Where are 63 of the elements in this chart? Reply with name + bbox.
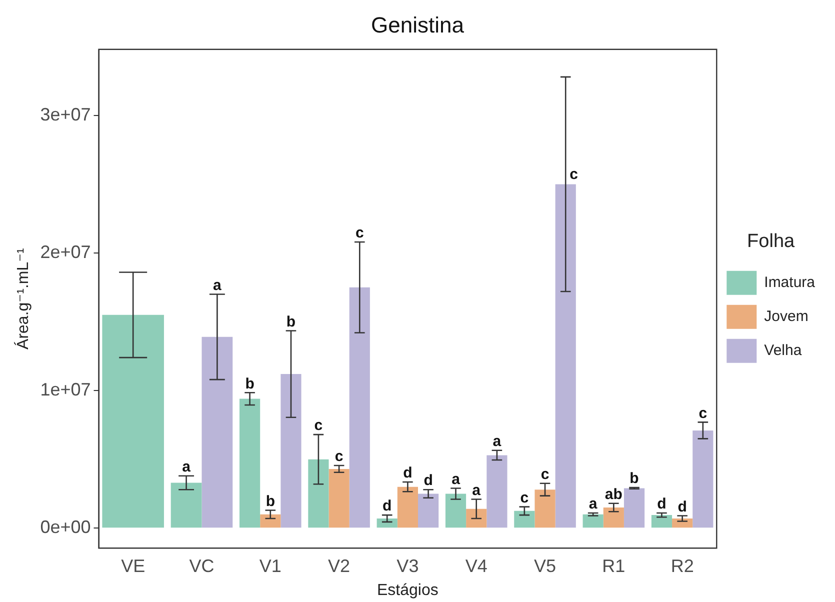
- data-label: c: [698, 404, 708, 422]
- bar: [624, 488, 645, 528]
- bar: [280, 374, 302, 528]
- legend-label: Jovem: [764, 308, 808, 326]
- x-tick-label: VC: [189, 556, 214, 576]
- bar: [418, 494, 439, 528]
- bar: [514, 510, 535, 528]
- data-label: c: [334, 448, 344, 466]
- y-axis-title: Área.g⁻¹.mL⁻¹: [14, 248, 32, 350]
- bar: [376, 518, 398, 528]
- data-label: d: [382, 498, 392, 515]
- x-axis-title: Estágios: [377, 582, 438, 599]
- bar: [555, 184, 576, 528]
- bar: [651, 515, 672, 528]
- bar: [308, 459, 329, 528]
- data-label: d: [403, 464, 412, 482]
- legend-label: Velha: [764, 342, 802, 360]
- data-label: b: [286, 313, 296, 330]
- data-label: a: [492, 433, 502, 450]
- bar: [260, 514, 281, 528]
- legend-label: Imatura: [764, 274, 816, 292]
- bar: [397, 486, 418, 528]
- y-tick-label: 0e+00: [40, 517, 91, 538]
- bar: [239, 398, 260, 528]
- data-label: c: [314, 417, 323, 434]
- data-label: c: [570, 166, 578, 183]
- data-label: d: [424, 472, 433, 490]
- bar: [466, 508, 487, 528]
- x-tick-label: R2: [670, 556, 694, 576]
- x-tick-label: R1: [602, 556, 626, 576]
- x-tick-label: V1: [259, 556, 282, 576]
- data-label: a: [472, 482, 482, 499]
- data-label: a: [213, 276, 222, 294]
- legend-title: Folha: [747, 230, 796, 252]
- data-label: d: [678, 498, 687, 516]
- x-tick-label: V5: [534, 556, 556, 576]
- bar: [328, 468, 350, 528]
- x-tick-label: V4: [465, 556, 488, 576]
- bar: [534, 490, 556, 528]
- data-label: c: [520, 489, 529, 506]
- chart-title: Genistina: [371, 12, 465, 38]
- bar: [582, 514, 604, 528]
- bar: [603, 507, 624, 528]
- data-label: a: [452, 470, 461, 488]
- x-tick-label: VE: [121, 556, 146, 576]
- bar: [692, 430, 714, 528]
- bar: [349, 287, 370, 528]
- data-label: d: [657, 496, 666, 513]
- data-label: b: [245, 375, 254, 392]
- data-label: c: [540, 466, 550, 484]
- data-label: ab: [604, 486, 622, 503]
- data-label: a: [182, 458, 192, 476]
- data-label: c: [355, 224, 364, 242]
- x-tick-label: V3: [396, 556, 419, 576]
- data-label: b: [266, 492, 275, 510]
- data-label: b: [630, 470, 639, 488]
- x-tick-label: V2: [328, 556, 350, 576]
- y-tick-label: 3e+07: [40, 104, 91, 124]
- y-tick-label: 1e+07: [40, 380, 91, 400]
- bar: [486, 455, 508, 528]
- bar: [445, 494, 466, 528]
- y-tick-label: 2e+07: [40, 242, 91, 262]
- data-label: a: [588, 496, 598, 513]
